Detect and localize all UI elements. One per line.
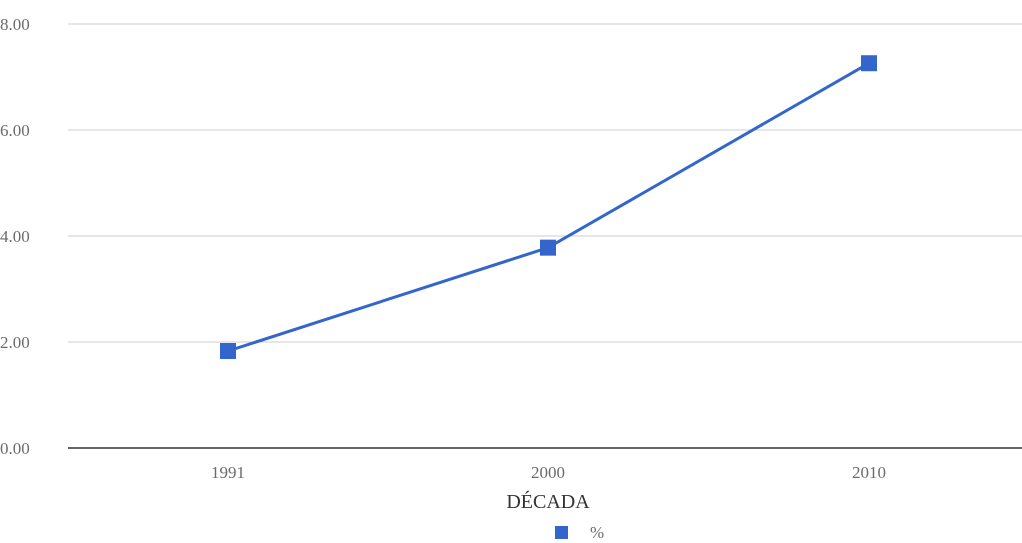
x-axis-title: DÉCADA	[506, 490, 590, 513]
x-tick-label: 1991	[211, 463, 245, 482]
legend-swatch	[555, 526, 568, 539]
y-tick-label: 6.00	[0, 121, 30, 140]
y-tick-label: 8.00	[0, 15, 30, 34]
x-tick-label: 2000	[531, 463, 565, 482]
data-point-1991	[220, 343, 236, 360]
data-point-2000	[540, 239, 556, 256]
y-axis-ticks: 0.00 2.00 4.00 6.00 8.00	[0, 15, 30, 458]
data-point-2010	[861, 55, 877, 72]
series-layer	[220, 55, 877, 360]
legend: %	[555, 523, 604, 542]
gridlines	[68, 23, 1022, 449]
y-tick-label: 4.00	[0, 227, 30, 246]
y-tick-label: 2.00	[0, 333, 30, 352]
x-axis-ticks: 1991 2000 2010	[211, 463, 886, 482]
x-tick-label: 2010	[852, 463, 886, 482]
series-line	[227, 61, 870, 353]
legend-label: %	[590, 523, 604, 542]
y-tick-label: 0.00	[0, 439, 30, 458]
